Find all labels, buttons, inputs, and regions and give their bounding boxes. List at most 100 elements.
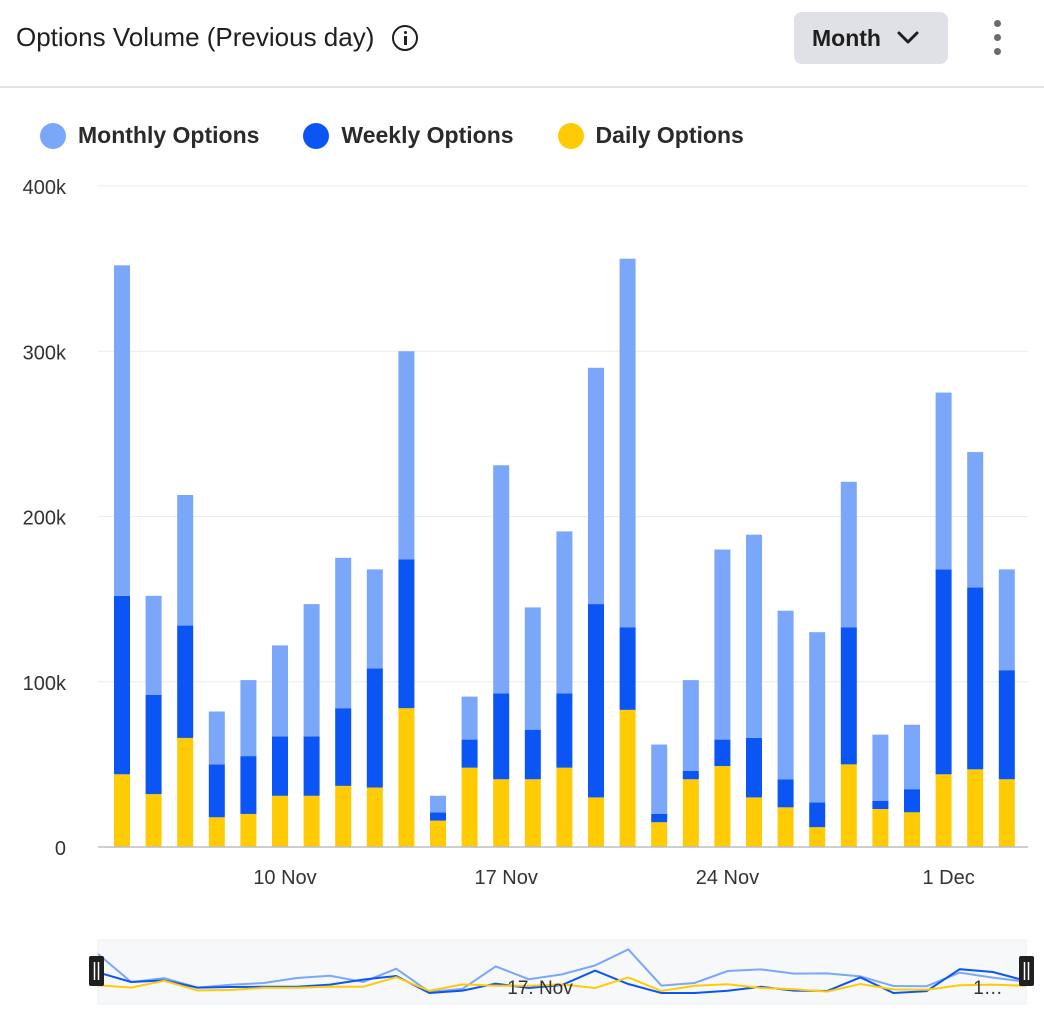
navigator-line-weekly-options [97,968,1027,995]
y-tick-label: 400k [23,177,67,199]
info-circle-icon[interactable] [392,24,419,51]
navigator-line-monthly-options [97,948,1027,994]
x-tick-label: 1 Dec [922,867,974,889]
widget-title: Options Volume (Previous day) [16,22,375,52]
y-tick-label: 0 [55,838,66,860]
navigator-line-daily-options [97,976,1027,993]
bar-weekly-options [335,708,352,786]
bar-daily-options [588,797,604,847]
navigator-handle-right-body [1019,956,1034,986]
bar-weekly-options [935,569,952,775]
legend-item-weekly[interactable]: Weekly Options [303,122,514,149]
bar-weekly-options [809,802,826,828]
bar-monthly-options [114,265,130,596]
bar-weekly-options [714,739,731,767]
x-tick-label: 24 Nov [696,867,759,889]
bar-weekly-options [588,604,604,798]
bar-monthly-options [240,680,257,757]
bar-daily-options [651,822,668,847]
bar-weekly-options [524,729,541,780]
y-tick-label: 300k [23,342,67,364]
bar-weekly-options [145,694,162,795]
bar-weekly-options [430,812,446,821]
bar-weekly-options [746,737,762,798]
bar-monthly-options [651,744,668,814]
bar-daily-options [840,764,857,847]
bar-daily-options [240,813,257,847]
navigator-background [97,939,1027,1005]
bar-weekly-options [777,779,794,808]
bar-monthly-options [619,258,636,628]
navigator-date-label-right: 1… [973,978,1003,999]
bar-weekly-options [177,625,194,738]
bar-monthly-options [714,549,731,740]
bar-weekly-options [682,770,699,780]
bar-weekly-options [904,789,920,813]
bar-weekly-options [493,693,510,780]
legend-dot-monthly [40,122,66,149]
x-tick-label: 17 Nov [475,867,538,889]
bar-weekly-options [366,668,383,788]
bar-monthly-options [177,495,194,626]
legend-label-weekly: Weekly Options [341,122,514,148]
bar-monthly-options [208,711,225,765]
bar-weekly-options [240,756,257,814]
bar-daily-options [682,779,699,847]
legend-label-monthly: Monthly Options [78,122,260,148]
period-dropdown-label: Month [812,24,881,51]
bar-daily-options [809,827,826,847]
bar-weekly-options [461,739,478,768]
chevron-down-icon [897,31,919,44]
bar-daily-options [935,774,952,847]
bar-monthly-options [588,367,604,605]
bar-monthly-options [303,604,320,737]
bar-daily-options [872,808,889,847]
bar-daily-options [114,774,130,847]
navigator-handle-left[interactable] [89,956,104,986]
bar-monthly-options [430,795,446,813]
bar-daily-options [904,812,920,847]
bar-weekly-options [998,670,1015,780]
widget-header: Options Volume (Previous day) Month [0,0,1044,88]
bar-monthly-options [809,632,826,803]
bar-monthly-options [746,534,762,738]
bar-monthly-options [272,645,288,737]
bar-daily-options [777,807,794,847]
bar-weekly-options [556,693,573,768]
bar-weekly-options [872,800,889,809]
legend-dot-daily [557,122,584,149]
bar-daily-options [967,769,984,847]
bar-weekly-options [967,587,984,770]
bar-daily-options [430,820,446,847]
bar-weekly-options [651,813,668,823]
y-tick-label: 200k [23,508,67,530]
legend-item-monthly[interactable]: Monthly Options [40,122,259,149]
bar-daily-options [335,785,352,847]
bar-monthly-options [904,724,920,790]
bar-weekly-options [840,627,857,765]
bar-daily-options [366,787,383,847]
bar-weekly-options [272,736,288,796]
navigator-handle-right[interactable] [1019,956,1034,986]
bar-monthly-options [461,696,478,740]
bar-monthly-options [556,531,573,694]
bar-weekly-options [619,627,636,710]
legend-item-daily[interactable]: Daily Options [557,122,744,149]
bar-daily-options [714,766,731,847]
bar-monthly-options [998,569,1015,671]
bar-monthly-options [872,734,889,801]
bar-daily-options [208,817,225,847]
bar-daily-options [556,767,573,847]
bar-daily-options [303,795,320,847]
period-dropdown-button[interactable]: Month [794,12,948,64]
bar-monthly-options [524,607,541,730]
bar-daily-options [493,779,510,847]
bar-monthly-options [840,481,857,628]
bar-daily-options [145,794,162,847]
bar-monthly-options [335,557,352,709]
bar-monthly-options [145,595,162,695]
bar-daily-options [177,737,194,847]
legend-label-daily: Daily Options [595,122,744,148]
bar-daily-options [619,709,636,847]
more-vertical-icon[interactable] [984,18,1012,58]
